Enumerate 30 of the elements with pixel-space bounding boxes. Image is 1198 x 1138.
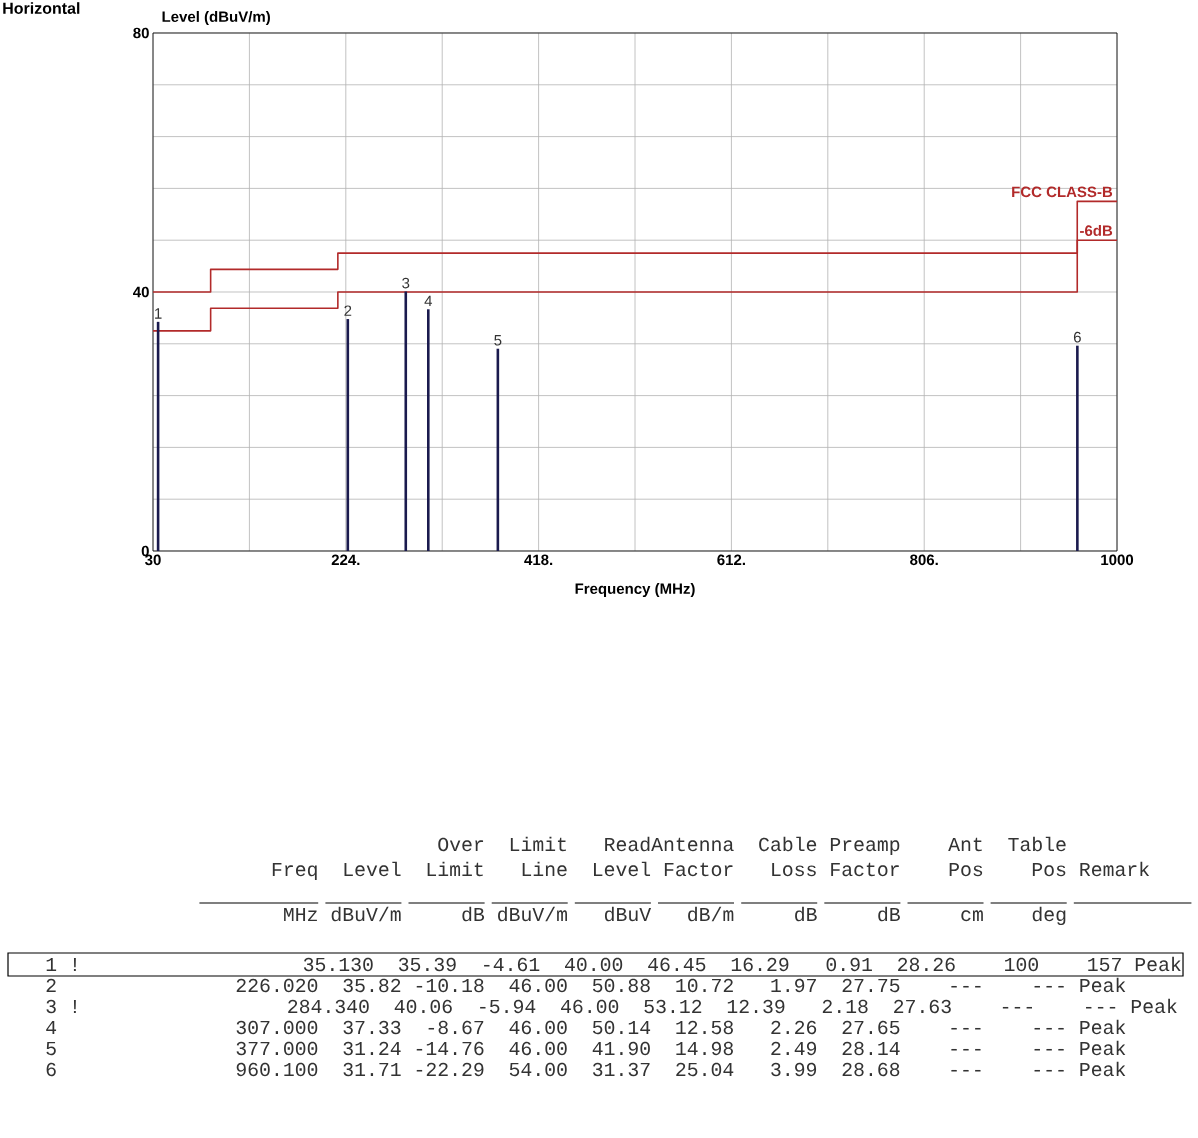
- text: Over Limit ReadAntenna Cable Preamp Ant Table: [438, 836, 1066, 856]
- annotation: 2: [344, 305, 352, 316]
- x-tick-label: 224.: [331, 554, 360, 565]
- bar: [426, 309, 430, 551]
- x-axis-title: Frequency (MHz): [575, 583, 695, 597]
- text: 2 226.020 35.82 -10.18 46.00 50.88 10.72 1.97 27.75 --- --- Peak: [46, 977, 1126, 993]
- y-tick-label: 40: [133, 286, 149, 298]
- x-tick-label: 806.: [910, 554, 938, 566]
- annotation: 1: [155, 308, 162, 319]
- text: 5 377.000 31.24 -14.76 46.00 41.90 14.98 2.49 28.14 --- --- Peak: [46, 1040, 1126, 1056]
- text: 6 960.100 31.71 -22.29 54.00 31.37 25.04 3.99 28.68 --- --- Peak: [46, 1061, 1126, 1077]
- series-label: FCC CLASS-B: [1012, 186, 1113, 198]
- y-tick-label: 80: [133, 27, 149, 39]
- text: MHz dBuV/m dB dBuV/m dBuV dB/m dB dB cm deg: [284, 906, 1066, 926]
- bar: [1076, 345, 1079, 551]
- x-tick-label: 1000: [1101, 554, 1134, 566]
- series-label: -6dB: [1080, 224, 1113, 236]
- text: 4 307.000 37.33 -8.67 46.00 50.14 12.58 2.26 27.65 --- --- Peak: [46, 1019, 1126, 1035]
- text: Freq Level Limit Line Level Factor Loss Factor Pos Pos Remark: [272, 861, 1150, 881]
- annotation: 5: [494, 335, 502, 346]
- x-tick-label: 612.: [717, 554, 745, 566]
- text: 3 ! 284.340 40.06 -5.94 46.00 53.12 12.39 2.18 27.63 --- --- Peak: [46, 998, 1177, 1014]
- chart-title: Horizontal: [3, 2, 80, 14]
- y-axis-title: Level (dBuV/m): [162, 11, 270, 25]
- annotation: 6: [1073, 331, 1081, 343]
- x-tick-label: 418.: [524, 554, 553, 566]
- annotation: 3: [402, 277, 410, 289]
- text: 1 ! 35.130 35.39 -4.61 40.00 46.45 16.29 0.91 28.26 100 157 Peak: [46, 956, 1181, 972]
- annotation: 4: [424, 295, 433, 307]
- bar: [404, 291, 408, 551]
